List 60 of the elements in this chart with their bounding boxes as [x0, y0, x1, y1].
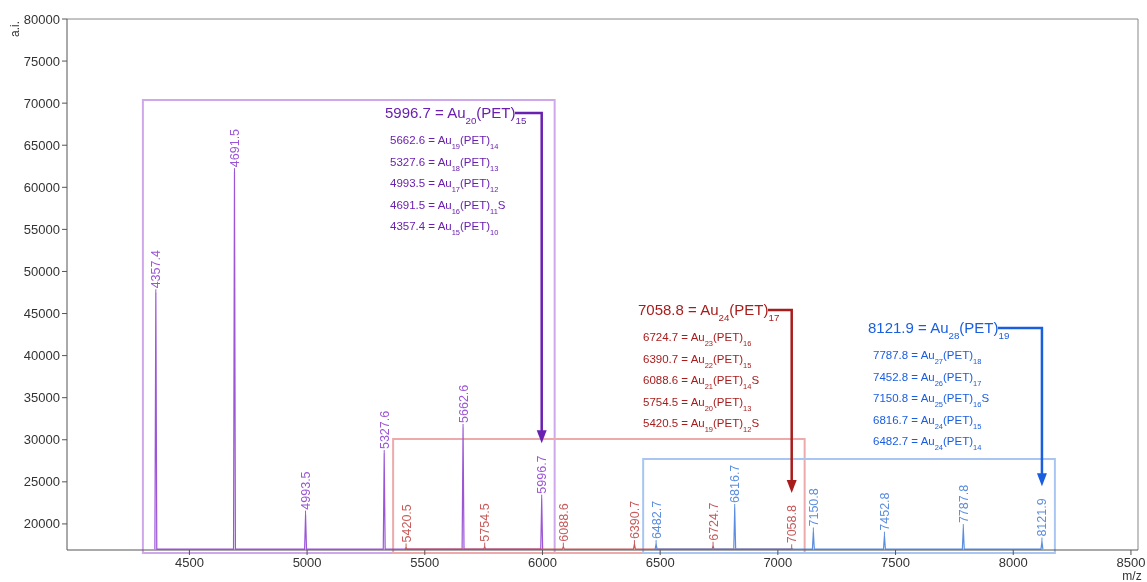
annotation: 7787.8: [956, 484, 971, 524]
annotation: 4691.5 = Au$_{16}$(PET)$_{11}$S: [390, 198, 506, 215]
x-tick-label: 5000: [292, 555, 322, 570]
annotation: 6482.7 = Au$_{24}$(PET)$_{14}$: [873, 435, 982, 452]
y-tick-label: 80000: [23, 11, 60, 27]
annotation: 7452.8: [877, 492, 892, 531]
annotation: 7150.8 = Au$_{25}$(PET)$_{16}$S: [873, 392, 990, 409]
y-tick-label: 35000: [23, 390, 60, 406]
annotation: 5420.5: [399, 504, 414, 543]
y-tick-label: 50000: [23, 263, 60, 279]
annotation: 4993.5: [299, 471, 314, 510]
annotation: 7787.8 = Au$_{27}$(PET)$_{18}$: [873, 349, 982, 366]
annotation: 4691.5: [227, 128, 242, 168]
x-tick-label: 5500: [410, 555, 440, 570]
x-tick-label: 7000: [763, 555, 793, 570]
annotation: 4357.4: [149, 250, 164, 289]
annotation: 8121.9: [1035, 498, 1050, 537]
y-tick-label: 30000: [23, 432, 60, 448]
y-tick-label: 55000: [23, 221, 60, 237]
x-tick-label: 8000: [998, 555, 1028, 570]
x-tick-label: 6000: [528, 555, 557, 570]
annotation: 6816.7: [728, 464, 743, 503]
annotation: 5662.6 = Au$_{19}$(PET)$_{14}$: [390, 134, 499, 151]
annotation: 6390.7: [627, 500, 642, 540]
y-tick-label: 60000: [23, 179, 60, 195]
x-tick-label: 8500: [1116, 555, 1146, 570]
annotation: 5420.5 = Au$_{19}$(PET)$_{12}$S: [643, 417, 760, 434]
y-axis-title: a.i.: [8, 20, 22, 37]
x-tick-label: 6500: [645, 555, 675, 570]
x-axis-title: m/z: [1122, 569, 1142, 582]
annotation: 5996.7 = Au$_{20}$(PET)$_{15}$: [385, 104, 527, 126]
annotation: 5754.5: [478, 503, 493, 542]
annotation: 7058.8 = Au$_{24}$(PET)$_{17}$: [638, 301, 780, 323]
annotation: 5327.6: [377, 410, 392, 450]
y-tick-label: 75000: [23, 53, 60, 69]
annotation: 6088.6: [556, 503, 571, 542]
y-tick-label: 20000: [23, 516, 60, 532]
x-tick-label: 7500: [881, 555, 911, 570]
y-tick-label: 70000: [23, 95, 60, 111]
annotation: 6816.7 = Au$_{24}$(PET)$_{15}$: [873, 413, 982, 430]
annotation: 6088.6 = Au$_{21}$(PET)$_{14}$S: [643, 374, 760, 391]
annotation: 5662.6: [456, 384, 471, 423]
annotation: 5996.7: [535, 455, 550, 494]
annotation: 7150.8: [806, 488, 821, 527]
annotation: 4357.4 = Au$_{15}$(PET)$_{10}$: [390, 220, 499, 237]
annotation: 6724.7: [706, 502, 721, 541]
annotation: 6390.7 = Au$_{22}$(PET)$_{15}$: [643, 352, 752, 369]
y-tick-label: 45000: [23, 306, 60, 322]
annotation: 5754.5 = Au$_{20}$(PET)$_{13}$: [643, 395, 752, 412]
annotation: 7058.8: [785, 505, 800, 544]
annotation: 4993.5 = Au$_{17}$(PET)$_{12}$: [390, 177, 499, 194]
annotation: 7452.8 = Au$_{26}$(PET)$_{17}$: [873, 370, 982, 387]
annotation: 6482.7: [649, 500, 664, 540]
y-tick-label: 65000: [23, 137, 60, 153]
x-tick-label: 4500: [174, 555, 204, 570]
y-tick-label: 25000: [23, 474, 60, 490]
annotation: 8121.9 = Au$_{28}$(PET)$_{19}$: [868, 319, 1010, 341]
annotation: 6724.7 = Au$_{23}$(PET)$_{16}$: [643, 331, 752, 348]
y-tick-label: 40000: [23, 348, 60, 364]
annotation: 5327.6 = Au$_{18}$(PET)$_{13}$: [390, 155, 499, 172]
